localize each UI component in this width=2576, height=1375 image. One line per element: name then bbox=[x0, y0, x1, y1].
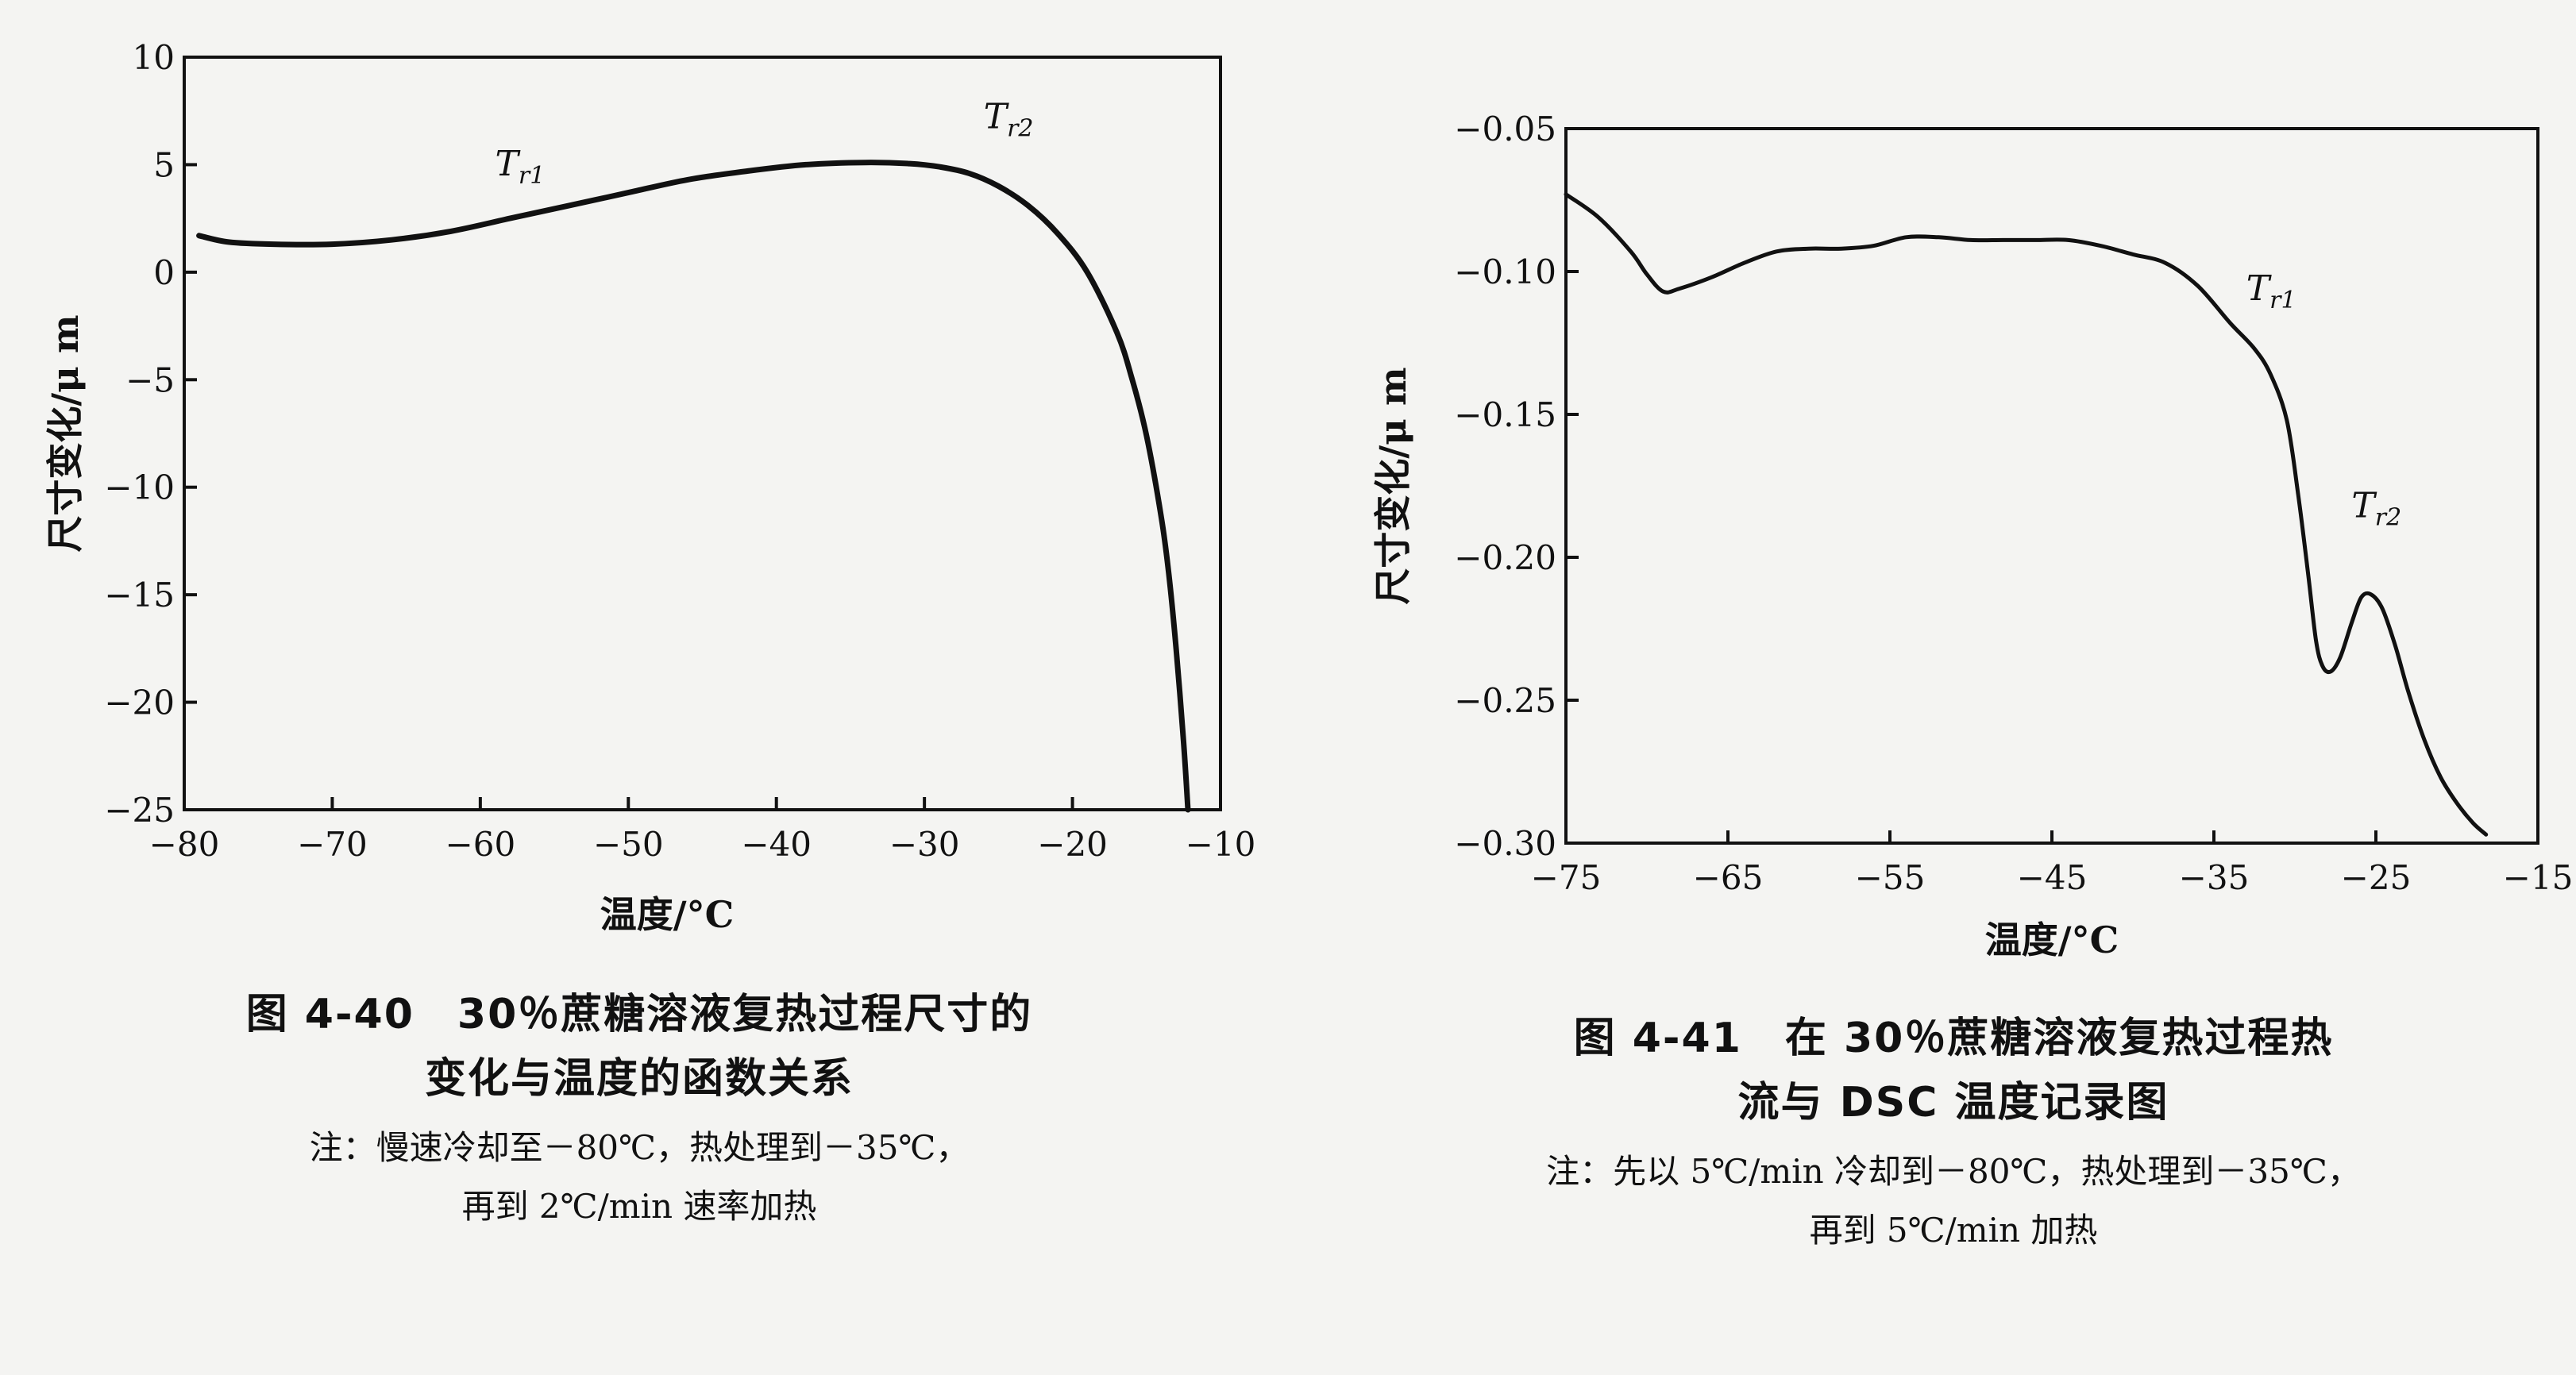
left-caption-title-line2: 变化与温度的函数关系 bbox=[424, 1054, 854, 1103]
right-caption-note: 注：先以 5℃/min 冷却到－80℃，热处理到－35℃， 再到 5℃/min … bbox=[1398, 1142, 2509, 1259]
right-ytick-label: −0.05 bbox=[1454, 110, 1556, 148]
right-series-line bbox=[1564, 192, 2489, 837]
left-xtick-label: −40 bbox=[741, 825, 812, 864]
left-xtick-label: −20 bbox=[1037, 825, 1108, 864]
left-ytick-label: −5 bbox=[125, 360, 175, 399]
right-yticks: −0.05 −0.10 −0.15 −0.20 −0.25 −0.30 bbox=[1454, 110, 1579, 863]
left-caption-note: 注：慢速冷却至－80℃，热处理到－35℃， 再到 2℃/min 速率加热 bbox=[127, 1119, 1151, 1235]
right-xtick-label: −65 bbox=[1693, 858, 1764, 897]
right-xtick-label: −75 bbox=[1531, 858, 1602, 897]
left-y-axis-label: 尺寸变化/μ m bbox=[44, 314, 87, 552]
right-xticks: −75 −65 −55 −45 −35 −25 −15 bbox=[1531, 830, 2574, 897]
left-caption-note-line1: 注：慢速冷却至－80℃，热处理到－35℃， bbox=[309, 1128, 970, 1168]
left-annotation-r2: Tr2 bbox=[984, 96, 1034, 142]
left-annotation-r1: Tr1 bbox=[496, 144, 546, 190]
right-caption-note-line2: 再到 5℃/min 加热 bbox=[1809, 1210, 2098, 1250]
left-xtick-label: −30 bbox=[889, 825, 960, 864]
left-annotations: Tr1 Tr2 bbox=[496, 96, 1034, 190]
left-x-axis-label: 温度/°C bbox=[600, 893, 734, 936]
left-ytick-label: −20 bbox=[104, 684, 175, 722]
right-xtick-label: −15 bbox=[2503, 858, 2574, 897]
left-xtick-label: −80 bbox=[149, 825, 220, 864]
right-caption-title-line1: 图 4-41 在 30％蔗糖溶液复热过程热 bbox=[1573, 1015, 2334, 1062]
left-ytick-label: 5 bbox=[153, 145, 175, 184]
left-caption-note-line2: 再到 2℃/min 速率加热 bbox=[461, 1186, 817, 1226]
left-ytick-label: 10 bbox=[133, 38, 175, 77]
left-caption-title-line1: 图 4-40 30％蔗糖溶液复热过程尺寸的 bbox=[245, 991, 1033, 1038]
right-ytick-label: −0.25 bbox=[1454, 681, 1556, 720]
right-x-axis-label: 温度/°C bbox=[1985, 919, 2119, 961]
left-ytick-label: −10 bbox=[104, 468, 175, 507]
left-xtick-label: −60 bbox=[445, 825, 516, 864]
right-ytick-label: −0.10 bbox=[1454, 252, 1556, 291]
right-xtick-label: −45 bbox=[2017, 858, 2088, 897]
left-ytick-label: 0 bbox=[153, 253, 175, 292]
right-plot-area: −0.05 −0.10 −0.15 −0.20 −0.25 −0.30 −75 −65 −55… bbox=[1454, 110, 2573, 897]
left-xtick-label: −50 bbox=[593, 825, 664, 864]
right-caption-title-line2: 流与 DSC 温度记录图 bbox=[1737, 1078, 2169, 1127]
right-caption-note-line1: 注：先以 5℃/min 冷却到－80℃，热处理到－35℃， bbox=[1546, 1152, 2361, 1192]
right-ytick-label: −0.20 bbox=[1454, 538, 1556, 577]
right-xtick-label: −25 bbox=[2341, 858, 2412, 897]
right-annotation-r2: Tr2 bbox=[2351, 486, 2401, 532]
right-annotation-r1: Tr1 bbox=[2246, 268, 2296, 314]
left-yticks: 10 5 0 −5 −10 −15 −20 −25 bbox=[104, 38, 197, 830]
chart-right: −0.05 −0.10 −0.15 −0.20 −0.25 −0.30 −75 −65 −55… bbox=[1371, 110, 2573, 961]
left-caption-title: 图 4-40 30％蔗糖溶液复热过程尺寸的 变化与温度的函数关系 bbox=[127, 983, 1151, 1111]
left-caption: 图 4-40 30％蔗糖溶液复热过程尺寸的 变化与温度的函数关系 注：慢速冷却至… bbox=[127, 983, 1151, 1235]
right-plot-frame bbox=[1564, 127, 2539, 845]
right-annotations: Tr1 Tr2 bbox=[2246, 268, 2401, 532]
left-xticks: −80 −70 −60 −50 −40 −30 −20 −10 bbox=[149, 797, 1256, 864]
left-ytick-label: −15 bbox=[104, 576, 175, 614]
right-xtick-label: −55 bbox=[1855, 858, 1926, 897]
right-ytick-label: −0.30 bbox=[1454, 824, 1556, 863]
left-xtick-label: −70 bbox=[297, 825, 368, 864]
left-series-line bbox=[196, 160, 1191, 813]
left-plot-frame bbox=[183, 56, 1222, 811]
right-ytick-label: −0.15 bbox=[1454, 395, 1556, 434]
left-xtick-label: −10 bbox=[1186, 825, 1256, 864]
left-plot-area: 10 5 0 −5 −10 −15 −20 −25 −80 −70 −60 −50 −40 −30 −20… bbox=[104, 38, 1255, 864]
right-caption-title: 图 4-41 在 30％蔗糖溶液复热过程热 流与 DSC 温度记录图 bbox=[1398, 1007, 2509, 1134]
chart-left: 10 5 0 −5 −10 −15 −20 −25 −80 −70 −60 −50 −40 −30 −20… bbox=[44, 38, 1255, 936]
left-ytick-label: −25 bbox=[104, 791, 175, 830]
right-xtick-label: −35 bbox=[2179, 858, 2250, 897]
right-caption: 图 4-41 在 30％蔗糖溶液复热过程热 流与 DSC 温度记录图 注：先以 … bbox=[1398, 1007, 2509, 1259]
right-y-axis-label: 尺寸变化/μ m bbox=[1371, 367, 1414, 604]
